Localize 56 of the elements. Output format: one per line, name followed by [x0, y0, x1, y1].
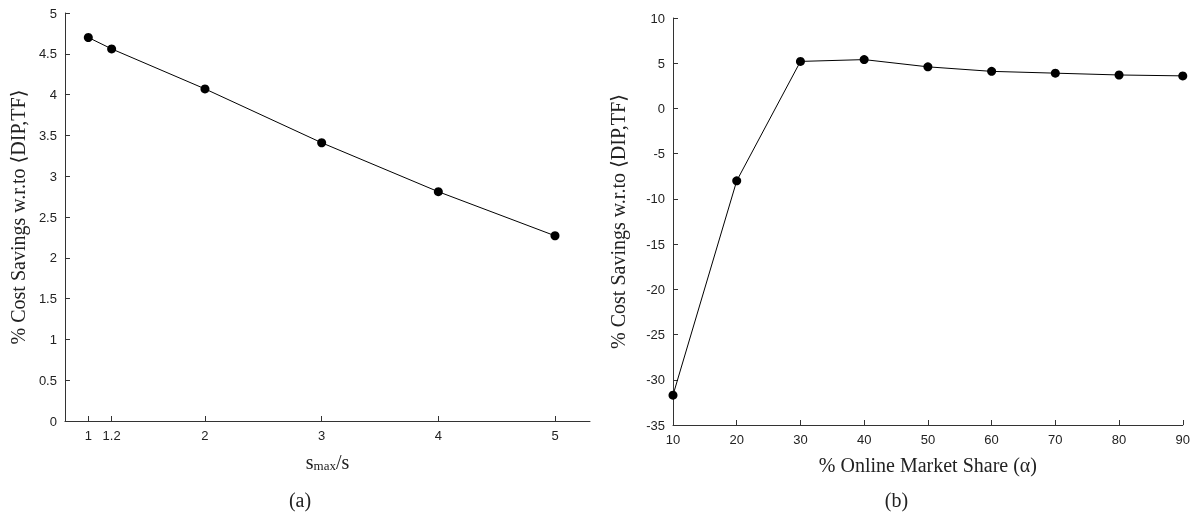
point: [987, 66, 997, 76]
x-tick-label: 5: [551, 428, 559, 443]
y-tick-label: -35: [646, 417, 665, 433]
point: [1050, 68, 1060, 78]
y-tick-label: 2.5: [38, 209, 57, 225]
point: [107, 44, 117, 54]
y-tick-label: 5: [49, 5, 57, 21]
y-tick-label: 3: [49, 168, 57, 184]
y-tick-label: 0: [657, 100, 665, 116]
point: [668, 390, 678, 400]
x-tick-label: 50: [920, 432, 936, 447]
x-tick-label: 90: [1175, 432, 1190, 447]
y-axis-title: % Cost Savings w.r.to ⟨DIP,TF⟩: [607, 94, 630, 349]
point: [1114, 70, 1124, 80]
y-tick-label: -20: [646, 281, 665, 297]
y-tick-label: 0.5: [38, 372, 57, 388]
y-tick-label: 5: [657, 55, 665, 71]
y-tick-label: -25: [646, 327, 665, 343]
point: [732, 176, 742, 186]
point: [550, 231, 560, 241]
x-tick-label: 2: [201, 428, 209, 443]
x-tick-label: 1.2: [102, 428, 121, 443]
y-tick-label: 0: [49, 413, 57, 429]
point: [200, 84, 210, 94]
x-tick-label: 60: [984, 432, 999, 447]
x-tick-label: 4: [434, 428, 442, 443]
point: [433, 187, 443, 197]
y-axis-title: % Cost Savings w.r.to ⟨DIP,TF⟩: [7, 89, 30, 345]
x-axis-title: % Online Market Share (α): [818, 454, 1037, 477]
y-tick-label: 2: [49, 250, 57, 266]
y-tick-label: 4: [49, 87, 57, 103]
point: [923, 62, 933, 72]
x-tick-label: 40: [856, 432, 872, 447]
x-tick-label: 30: [793, 432, 808, 447]
text: (b): [884, 489, 909, 512]
y-tick-label: 10: [650, 10, 665, 26]
point: [859, 55, 869, 65]
y-tick-label: -15: [646, 236, 665, 252]
x-tick-label: 1: [84, 428, 92, 443]
x-tick-label: 3: [318, 428, 326, 443]
y-tick-label: 3.5: [38, 127, 57, 143]
point: [317, 138, 327, 148]
y-tick-label: 4.5: [38, 46, 57, 62]
point: [1178, 71, 1188, 81]
y-tick-label: 1.5: [38, 291, 57, 307]
y-tick-label: -5: [653, 146, 665, 162]
point: [83, 32, 93, 42]
x-tick-label: 20: [729, 432, 744, 447]
text: (a): [288, 489, 312, 512]
point: [795, 56, 805, 66]
y-tick-label: -10: [646, 191, 665, 207]
x-axis-title: smax/s: [305, 450, 350, 473]
x-tick-label: 80: [1111, 432, 1127, 447]
y-tick-label: 1: [49, 331, 57, 347]
y-tick-label: -30: [646, 372, 665, 388]
x-tick-label: 70: [1048, 432, 1063, 447]
